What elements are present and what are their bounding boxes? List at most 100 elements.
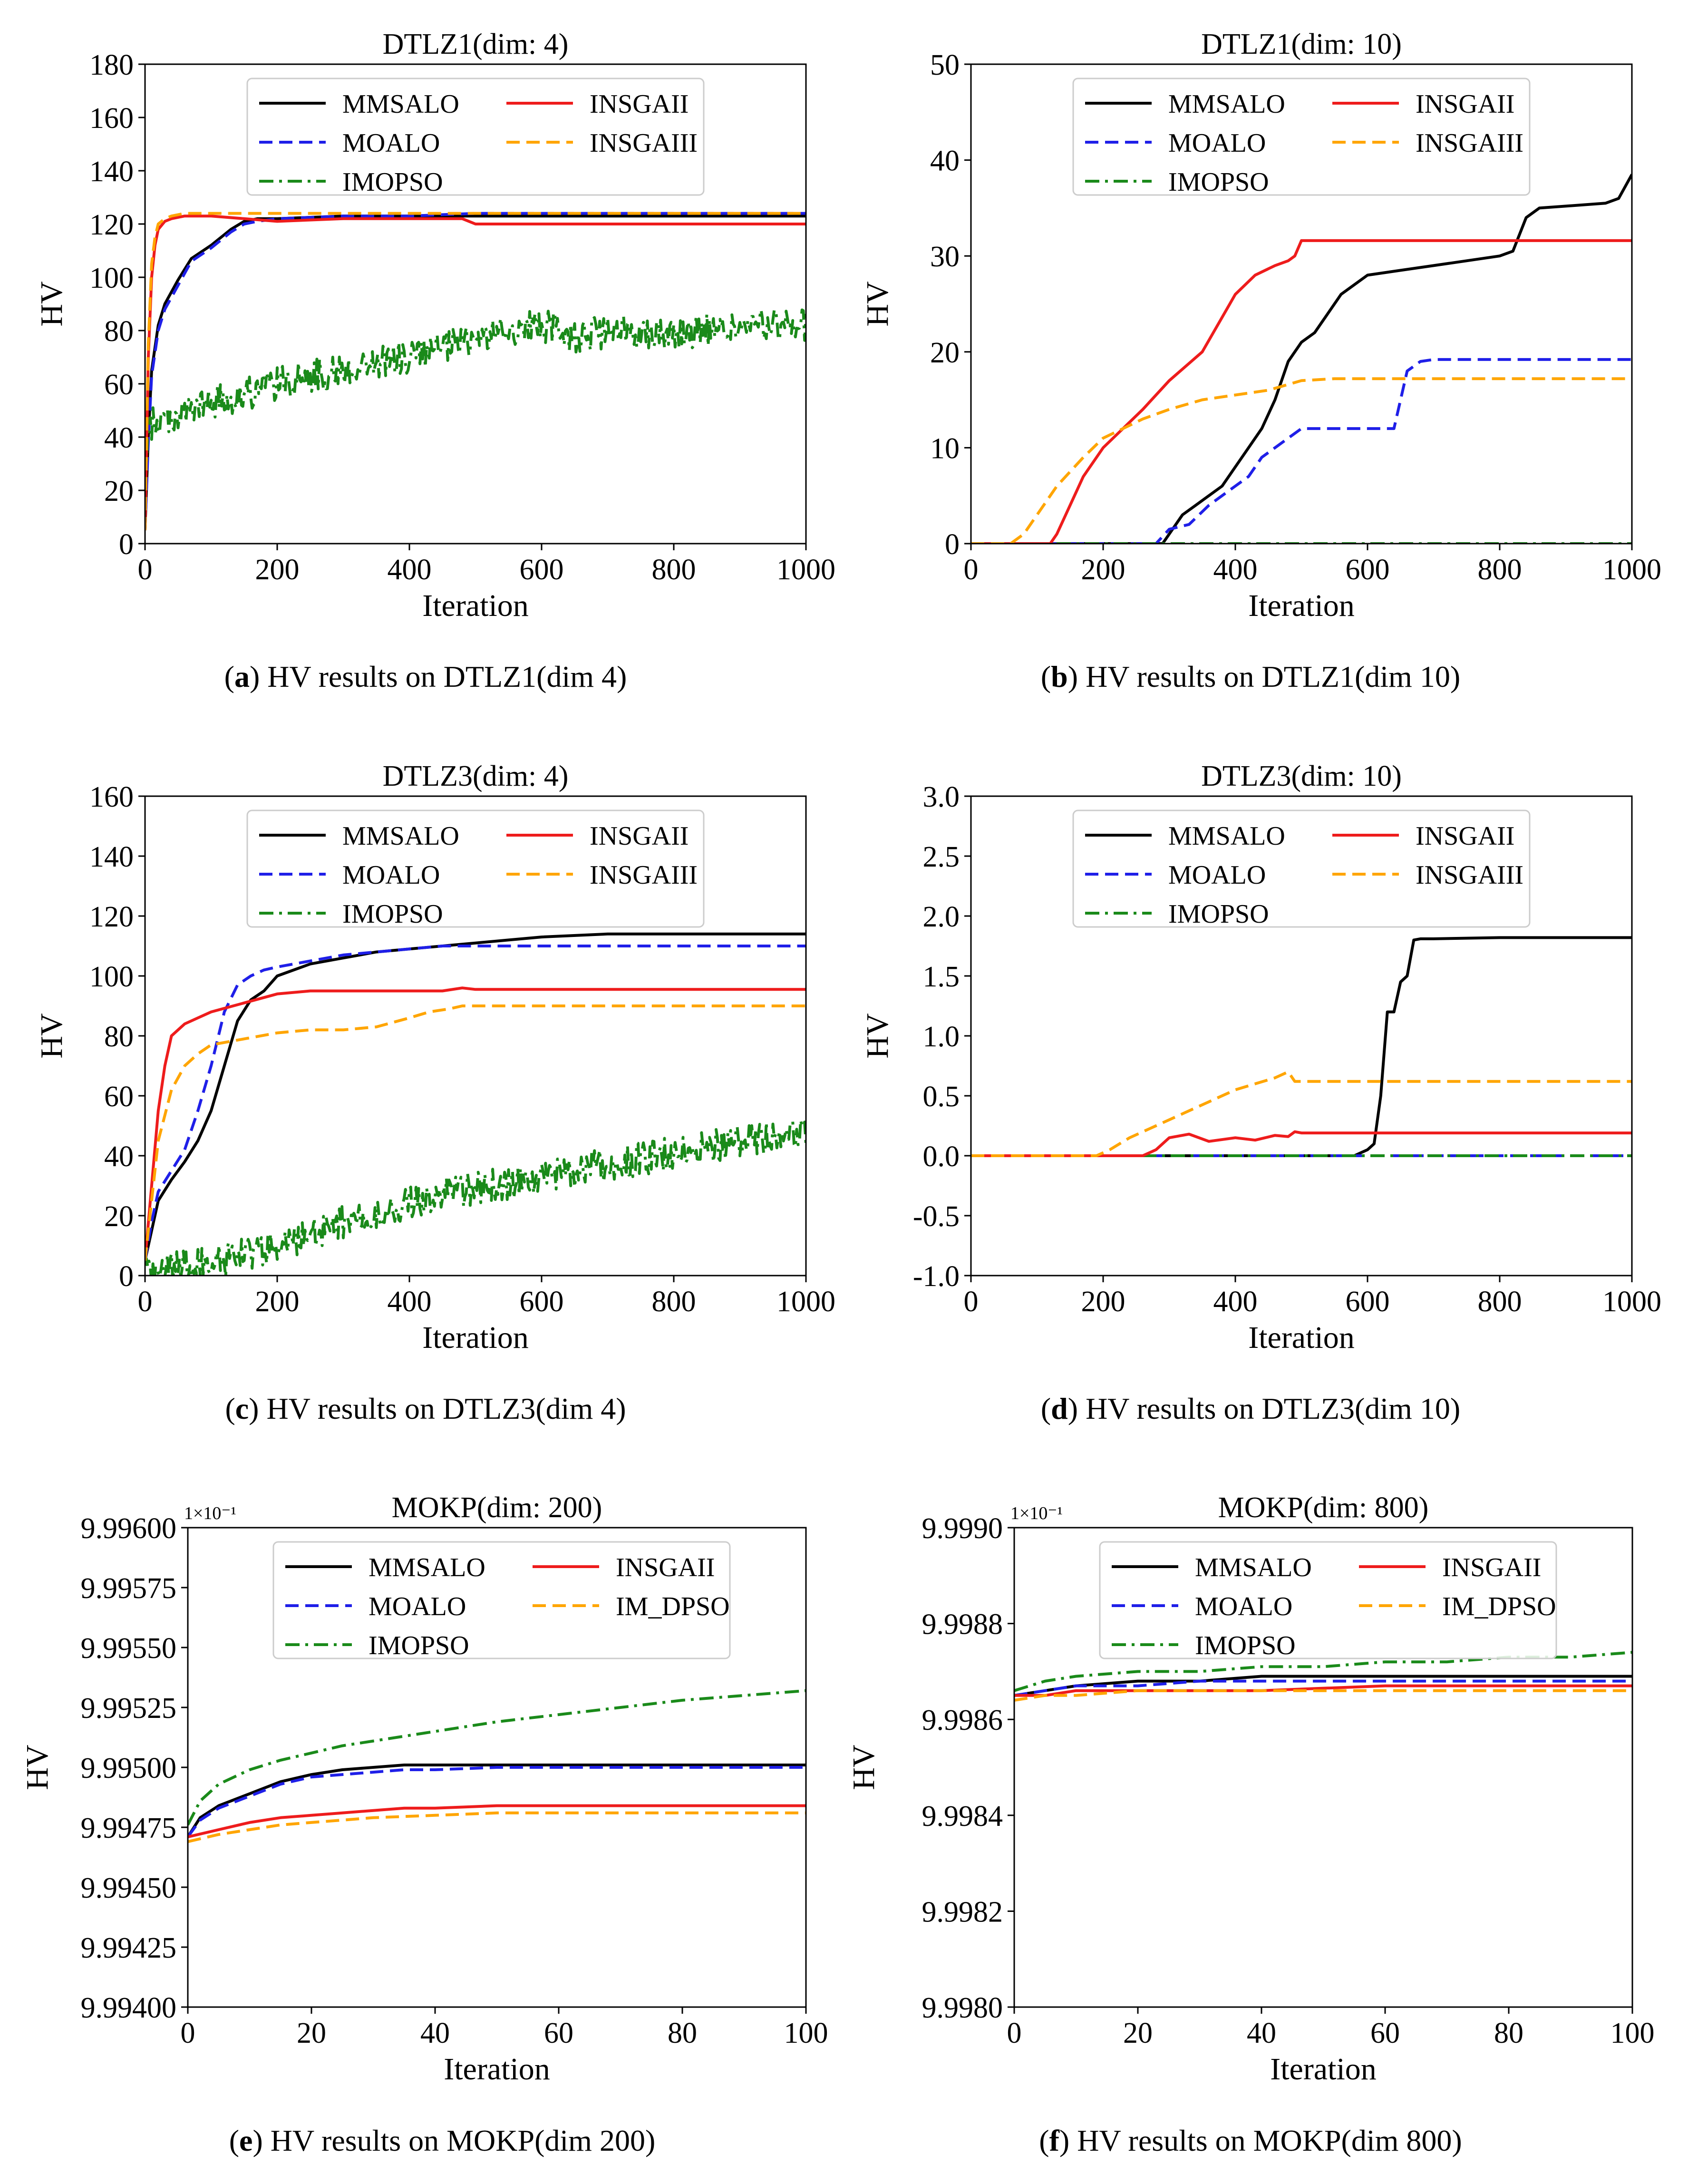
chart-panel-d: DTLZ3(dim: 10) 0 200 400 600 800 1000 -1.0 -0.5 0…: [860, 760, 1661, 1355]
y-tick-label: -0.5: [913, 1200, 960, 1233]
x-tick-label: 200: [1081, 554, 1125, 586]
y-axis-label: HV: [20, 1745, 55, 1790]
caption-letter: f: [1049, 2124, 1060, 2157]
y-tick-label: 30: [930, 241, 960, 273]
y-tick-label: 9.9980: [922, 1992, 1003, 2024]
y-offset-label: 1×10⁻¹: [184, 1503, 236, 1523]
panel-caption: (b) HV results on DTLZ1(dim 10): [1041, 660, 1460, 693]
legend-label: INSGAIII: [1416, 128, 1523, 158]
y-tick-label: 20: [104, 475, 134, 507]
series-line-moalo: [1014, 1679, 1632, 1697]
x-tick-label: 800: [1478, 1286, 1522, 1318]
y-tick-label: 10: [930, 432, 960, 465]
legend-label: INSGAII: [590, 821, 689, 851]
y-tick-label: 0: [945, 528, 960, 561]
y-tick-label: 40: [104, 422, 134, 454]
plot-frame: [144, 63, 807, 545]
legend: MMSALO MOALO IMOPSO INSGAII IM_DPSO: [1099, 1541, 1557, 1660]
series-line-insgaii: [145, 214, 806, 531]
x-axis-label: Iteration: [1248, 588, 1355, 623]
y-tick-label: 9.99425: [81, 1932, 177, 1964]
panel-caption: (e) HV results on MOKP(dim 200): [229, 2124, 656, 2157]
y-tick-label: 80: [104, 315, 134, 348]
y-tick-label: 0: [119, 528, 134, 561]
chart-title: DTLZ1(dim: 10): [1201, 28, 1402, 60]
x-tick-label: 0: [964, 554, 979, 586]
caption-text: HV results on DTLZ1(dim 4): [260, 660, 627, 693]
legend-label: IM_DPSO: [1442, 1592, 1556, 1621]
y-offset-label: 1×10⁻¹: [1010, 1503, 1063, 1523]
y-tick-label: 120: [89, 209, 134, 241]
series-group: [971, 936, 1632, 1157]
x-tick-label: 80: [1494, 2017, 1523, 2049]
x-tick-label: 800: [1478, 554, 1522, 586]
series-line-imopso: [145, 1119, 806, 1276]
legend-box: [1072, 78, 1531, 196]
x-tick-label: 40: [420, 2017, 450, 2049]
legend-label: IMOPSO: [1195, 1631, 1296, 1660]
series-line-insgaii: [971, 239, 1632, 544]
legend-label: MOALO: [1168, 860, 1266, 890]
x-tick-label: 600: [1346, 554, 1390, 586]
series-line-insgaiii: [145, 1004, 806, 1261]
chart-panel-a: DTLZ1(dim: 4) 0 200 400 600 800 1000 0 20 40 60 80 1…: [34, 28, 835, 623]
x-tick-label: 400: [388, 554, 432, 586]
series-line-insgaiii: [145, 212, 806, 531]
series-line-moalo: [145, 945, 806, 1261]
y-tick-label: 160: [89, 102, 134, 135]
y-tick-label: 180: [89, 49, 134, 81]
legend-box: [272, 1541, 731, 1659]
series-line-insgaiii: [971, 377, 1632, 544]
x-tick-label: 0: [964, 1286, 979, 1318]
y-axis-label: HV: [34, 1013, 69, 1058]
x-axis-label: Iteration: [444, 2052, 550, 2086]
legend-label: INSGAII: [1416, 821, 1514, 851]
chart-title: DTLZ3(dim: 4): [383, 760, 569, 792]
y-tick-label: 1.5: [923, 961, 960, 993]
series-line-moalo: [971, 358, 1632, 544]
chart-title: MOKP(dim: 800): [1218, 1492, 1429, 1524]
panel-caption: (d) HV results on DTLZ3(dim 10): [1041, 1392, 1460, 1425]
chart-panel-f: MOKP(dim: 800) 1×10⁻¹ 0 20 40 60 80 100 9.9980 9.…: [846, 1492, 1655, 2086]
legend-label: MOALO: [342, 860, 440, 890]
series-line-moalo: [145, 212, 806, 531]
series-group: [188, 1689, 806, 1843]
chart-title: DTLZ3(dim: 10): [1201, 760, 1402, 792]
legend-label: INSGAII: [1442, 1553, 1541, 1582]
x-tick-label: 80: [668, 2017, 697, 2049]
caption-letter: d: [1051, 1392, 1068, 1425]
x-tick-label: 20: [1123, 2017, 1153, 2049]
legend-label: MMSALO: [369, 1553, 485, 1582]
series-line-mmsalo: [971, 174, 1632, 544]
y-tick-label: 9.99500: [81, 1752, 177, 1784]
legend-label: INSGAIII: [590, 128, 698, 158]
x-tick-label: 800: [652, 554, 696, 586]
legend-label: MOALO: [369, 1592, 466, 1621]
x-tick-label: 40: [1247, 2017, 1276, 2049]
chart-panel-b: DTLZ1(dim: 10) 0 200 400 600 800 1000 0 10 20 30 40…: [860, 28, 1661, 623]
x-axis-label: Iteration: [422, 1320, 529, 1355]
caption-text: HV results on DTLZ3(dim 10): [1078, 1392, 1460, 1425]
y-axis-label: HV: [34, 281, 69, 326]
chart-title: DTLZ1(dim: 4): [383, 28, 569, 60]
y-tick-label: 9.99525: [81, 1692, 177, 1725]
caption-letter: a: [234, 660, 250, 693]
x-tick-label: 1000: [1602, 554, 1661, 586]
series-group: [145, 212, 806, 531]
legend: MMSALO MOALO IMOPSO INSGAII INSGAIII: [1072, 809, 1531, 929]
y-tick-label: 9.99575: [81, 1572, 177, 1605]
caption-letter: b: [1051, 660, 1068, 693]
legend-label: MMSALO: [342, 89, 459, 119]
legend: MMSALO MOALO IMOPSO INSGAII INSGAIII: [246, 78, 705, 197]
series-line-insgaii: [188, 1804, 806, 1839]
legend-label: INSGAIII: [1416, 860, 1523, 890]
series-line-imopso: [145, 308, 806, 482]
legend-label: IMOPSO: [342, 899, 443, 929]
x-axis-label: Iteration: [422, 588, 529, 623]
chart-panel-c: DTLZ3(dim: 4) 0 200 400 600 800 1000 0 20 40 60 80 1…: [34, 760, 835, 1355]
series-line-im_dpso: [1014, 1689, 1632, 1702]
series-line-imopso: [188, 1689, 806, 1826]
x-tick-label: 20: [297, 2017, 326, 2049]
caption-text: HV results on MOKP(dim 200): [263, 2124, 656, 2157]
x-tick-label: 1000: [776, 1286, 835, 1318]
